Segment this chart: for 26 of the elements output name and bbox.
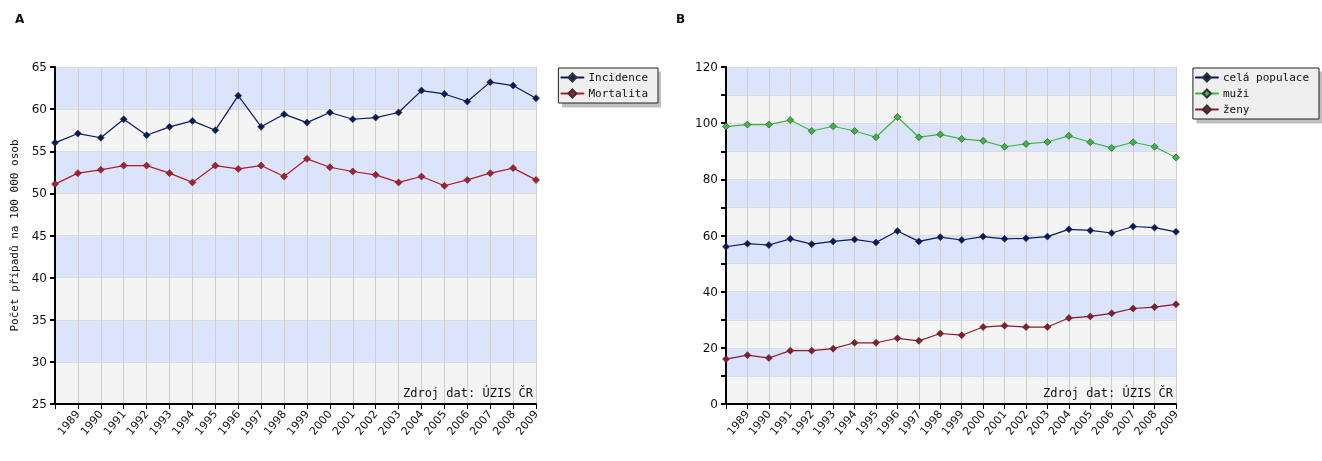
- y-tick-label: 80: [702, 172, 718, 187]
- y-tick-label: 20: [702, 340, 718, 355]
- legend-label: ženy: [1222, 103, 1250, 116]
- y-tick-label: 45: [31, 228, 47, 243]
- annotation: Zdroj dat: ÚZIS ČR: [402, 385, 534, 400]
- y-tick-label: 65: [31, 60, 47, 74]
- legend-label: Mortalita: [588, 87, 649, 100]
- y-tick-label: 40: [31, 270, 47, 285]
- legend-label: muži: [1222, 87, 1250, 100]
- y-tick-label: 40: [702, 284, 718, 299]
- y-tick-label: 35: [31, 312, 47, 327]
- y-tick-label: 25: [31, 397, 47, 411]
- y-tick-label: 55: [31, 144, 47, 159]
- y-tick-label: 0: [710, 397, 718, 411]
- legend-label: Incidence: [588, 71, 649, 84]
- y-axis-title: Počet případů na 100 000 osob: [8, 139, 21, 332]
- y-tick-label: 60: [31, 102, 47, 117]
- y-tick-label: 120: [695, 60, 718, 74]
- chart-title: B: [676, 12, 686, 26]
- chart-title: A: [15, 12, 25, 26]
- legend-label: celá populace: [1222, 71, 1309, 84]
- y-tick-label: 30: [31, 354, 47, 369]
- y-tick-label: 50: [31, 186, 47, 201]
- y-tick-label: 100: [695, 116, 718, 131]
- annotation: Zdroj dat: ÚZIS ČR: [1042, 385, 1174, 400]
- y-tick-label: 60: [702, 228, 718, 243]
